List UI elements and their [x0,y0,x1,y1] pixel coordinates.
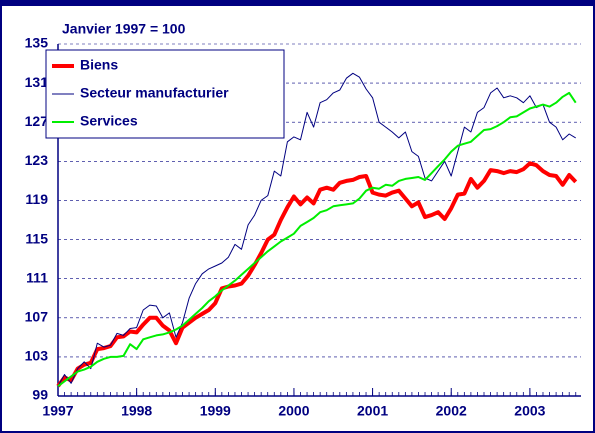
y-tick-label: 123 [25,152,49,168]
legend-label: Biens [80,57,118,73]
x-tick-label: 1997 [42,403,73,419]
y-tick-label: 119 [25,191,48,207]
legend-label: Secteur manufacturier [80,85,229,101]
x-tick-label: 2000 [278,403,309,419]
y-tick-label: 135 [25,35,49,51]
y-tick-label: 99 [32,387,48,403]
top-band [0,0,595,6]
x-tick-label: 2001 [357,403,388,419]
chart-subtitle: Janvier 1997 = 100 [62,21,186,37]
y-tick-label: 107 [25,308,49,324]
y-tick-label: 115 [25,230,48,246]
y-tick-label: 103 [25,348,49,364]
x-tick-label: 1998 [121,403,152,419]
x-tick-label: 1999 [200,403,231,419]
series-line [56,161,578,388]
series-line [57,91,577,387]
legend-box [45,49,285,139]
series-line [57,72,576,387]
x-tick-label: 2002 [436,403,467,419]
legend-label: Services [80,113,138,129]
y-tick-label: 127 [25,113,49,129]
y-tick-label: 111 [26,269,48,285]
x-tick-label: 2003 [514,403,545,419]
y-tick-label: 131 [25,74,49,90]
